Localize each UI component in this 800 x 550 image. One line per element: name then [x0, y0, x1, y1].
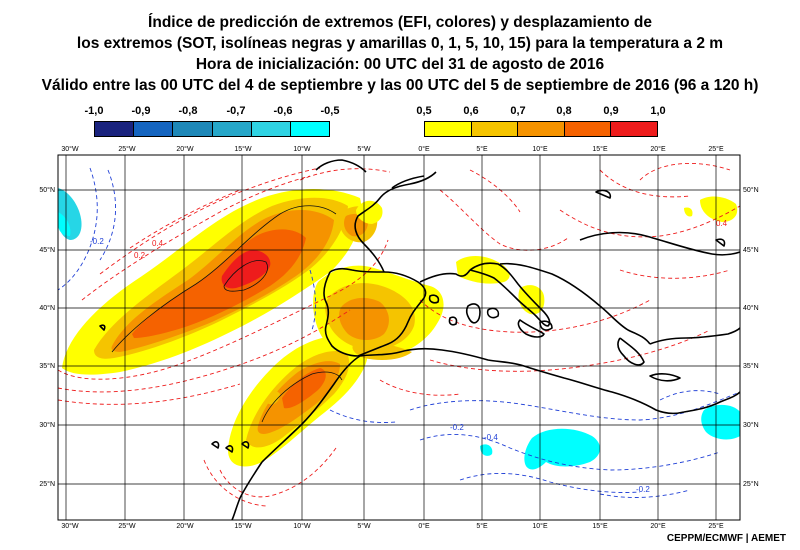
lon-label: 10°W: [293, 522, 311, 530]
lon-label: 30°W: [61, 145, 79, 153]
lon-label: 5°E: [476, 145, 488, 153]
cold-colorbar-swatch: [290, 122, 330, 136]
contour-label: -0.4: [484, 433, 498, 442]
contour-label: 0.4: [716, 219, 728, 228]
cold-scale-label: -0,7: [226, 105, 246, 117]
lat-label: 30°N: [743, 421, 759, 429]
lat-label: 35°N: [743, 362, 759, 370]
title-line-3: Hora de inicialización: 00 UTC del 31 de…: [195, 56, 605, 73]
lon-label: 30°W: [61, 522, 79, 530]
lat-label: 25°N: [743, 480, 759, 488]
contour-label: -0.2: [636, 485, 650, 494]
lat-labels-left: 25°N 30°N 35°N 40°N 45°N 50°N: [39, 186, 55, 488]
title-line-2: los extremos (SOT, isolíneas negras y am…: [76, 35, 724, 52]
lat-label: 50°N: [39, 186, 55, 194]
lon-label: 15°W: [234, 522, 252, 530]
sot-isolines: [111, 205, 343, 423]
warm-colorbar: [424, 121, 658, 137]
lat-label: 40°N: [743, 304, 759, 312]
contour-label: 0.4: [152, 239, 164, 248]
warm-efi-morocco: [228, 335, 368, 467]
map-frame: [57, 154, 741, 521]
warm-colorbar-swatch: [518, 122, 565, 136]
lon-labels-top: 30°W 25°W 20°W 15°W 10°W 5°W 0°E 5°E 10°…: [61, 145, 724, 153]
cold-colorbar-swatch: [212, 122, 252, 136]
warm-scale-label: 0,8: [556, 105, 572, 117]
lat-label: 45°N: [743, 246, 759, 254]
lon-label: 5°W: [357, 145, 371, 153]
lon-label: 25°E: [708, 522, 724, 530]
coastlines: [99, 159, 740, 520]
cold-colorbar-swatch: [134, 122, 174, 136]
lon-label: 15°E: [592, 145, 608, 153]
lon-label: 0°E: [418, 522, 430, 530]
lat-label: 25°N: [39, 480, 55, 488]
lon-label: 25°E: [708, 145, 724, 153]
lon-label: 10°W: [293, 145, 311, 153]
lat-label: 30°N: [39, 421, 55, 429]
lon-label: 20°E: [650, 145, 666, 153]
lon-label: 10°E: [532, 145, 548, 153]
warm-colorbar-swatch: [611, 122, 657, 136]
cold-colorbar-swatch: [251, 122, 291, 136]
credit-text: CEPPM/ECMWF | AEMET: [666, 533, 786, 544]
lon-label: 15°E: [592, 522, 608, 530]
cold-scale-label: -0,6: [273, 105, 293, 117]
cold-scale-label: -1,0: [84, 105, 104, 117]
lon-label: 10°E: [532, 522, 548, 530]
lon-label: 20°W: [176, 522, 194, 530]
warm-scale-labels: 0,5 0,6 0,7 0,8 0,9 1,0: [416, 105, 665, 119]
lon-label: 0°E: [418, 145, 430, 153]
warm-efi-atlantic: [62, 189, 362, 375]
lon-labels-bottom: 30°W 25°W 20°W 15°W 10°W 5°W 0°E 5°E 10°…: [61, 522, 724, 530]
warm-scale-label: 0,7: [510, 105, 526, 117]
lat-labels-right: 25°N 30°N 35°N 40°N 45°N 50°N: [743, 186, 759, 488]
warm-scale-label: 0,9: [603, 105, 619, 117]
contour-label: 0.2: [134, 251, 146, 260]
contour-value-labels: 0.2 0.4 -0.2 -0.4 -0.2 -0.2 0.4: [90, 219, 728, 494]
warm-colorbar-swatch: [471, 122, 519, 136]
lon-label: 5°W: [357, 522, 371, 530]
warm-colorbar-swatch: [564, 122, 612, 136]
contour-label: -0.2: [450, 423, 464, 432]
warm-scale-label: 0,6: [463, 105, 479, 117]
cold-scale-labels: -1,0 -0,9 -0,8 -0,7 -0,6 -0,5: [85, 105, 340, 119]
warm-efi-iberia: [313, 265, 444, 360]
cold-scale-label: -0,8: [178, 105, 198, 117]
lon-label: 20°E: [650, 522, 666, 530]
title-block: Índice de predicción de extremos (EFI, c…: [0, 12, 800, 96]
lat-label: 45°N: [39, 246, 55, 254]
cold-colorbar: [94, 121, 330, 137]
title-line-4: Válido entre las 00 UTC del 4 de septiem…: [41, 77, 759, 94]
negative-efi-contours: [58, 167, 740, 498]
lon-label: 5°E: [476, 522, 488, 530]
lon-label: 20°W: [176, 145, 194, 153]
contour-label: -0.2: [90, 237, 104, 246]
lon-label: 25°W: [118, 145, 136, 153]
title-line-1: Índice de predicción de extremos (EFI, c…: [148, 14, 652, 31]
warm-scale-label: 1,0: [650, 105, 666, 117]
cold-colorbar-swatch: [95, 122, 135, 136]
graticule: [58, 155, 740, 520]
map-content: 0.2 0.4 -0.2 -0.4 -0.2 -0.2 0.4: [58, 155, 740, 520]
positive-efi-contours: [58, 162, 740, 507]
warm-scale-label: 0,5: [416, 105, 432, 117]
cold-scale-label: -0,9: [131, 105, 151, 117]
lat-label: 35°N: [39, 362, 55, 370]
lat-label: 40°N: [39, 304, 55, 312]
cold-colorbar-swatch: [173, 122, 213, 136]
lon-label: 15°W: [234, 145, 252, 153]
cold-scale-label: -0,5: [320, 105, 340, 117]
lon-label: 25°W: [118, 522, 136, 530]
lat-label: 50°N: [743, 186, 759, 194]
warm-colorbar-swatch: [425, 122, 472, 136]
